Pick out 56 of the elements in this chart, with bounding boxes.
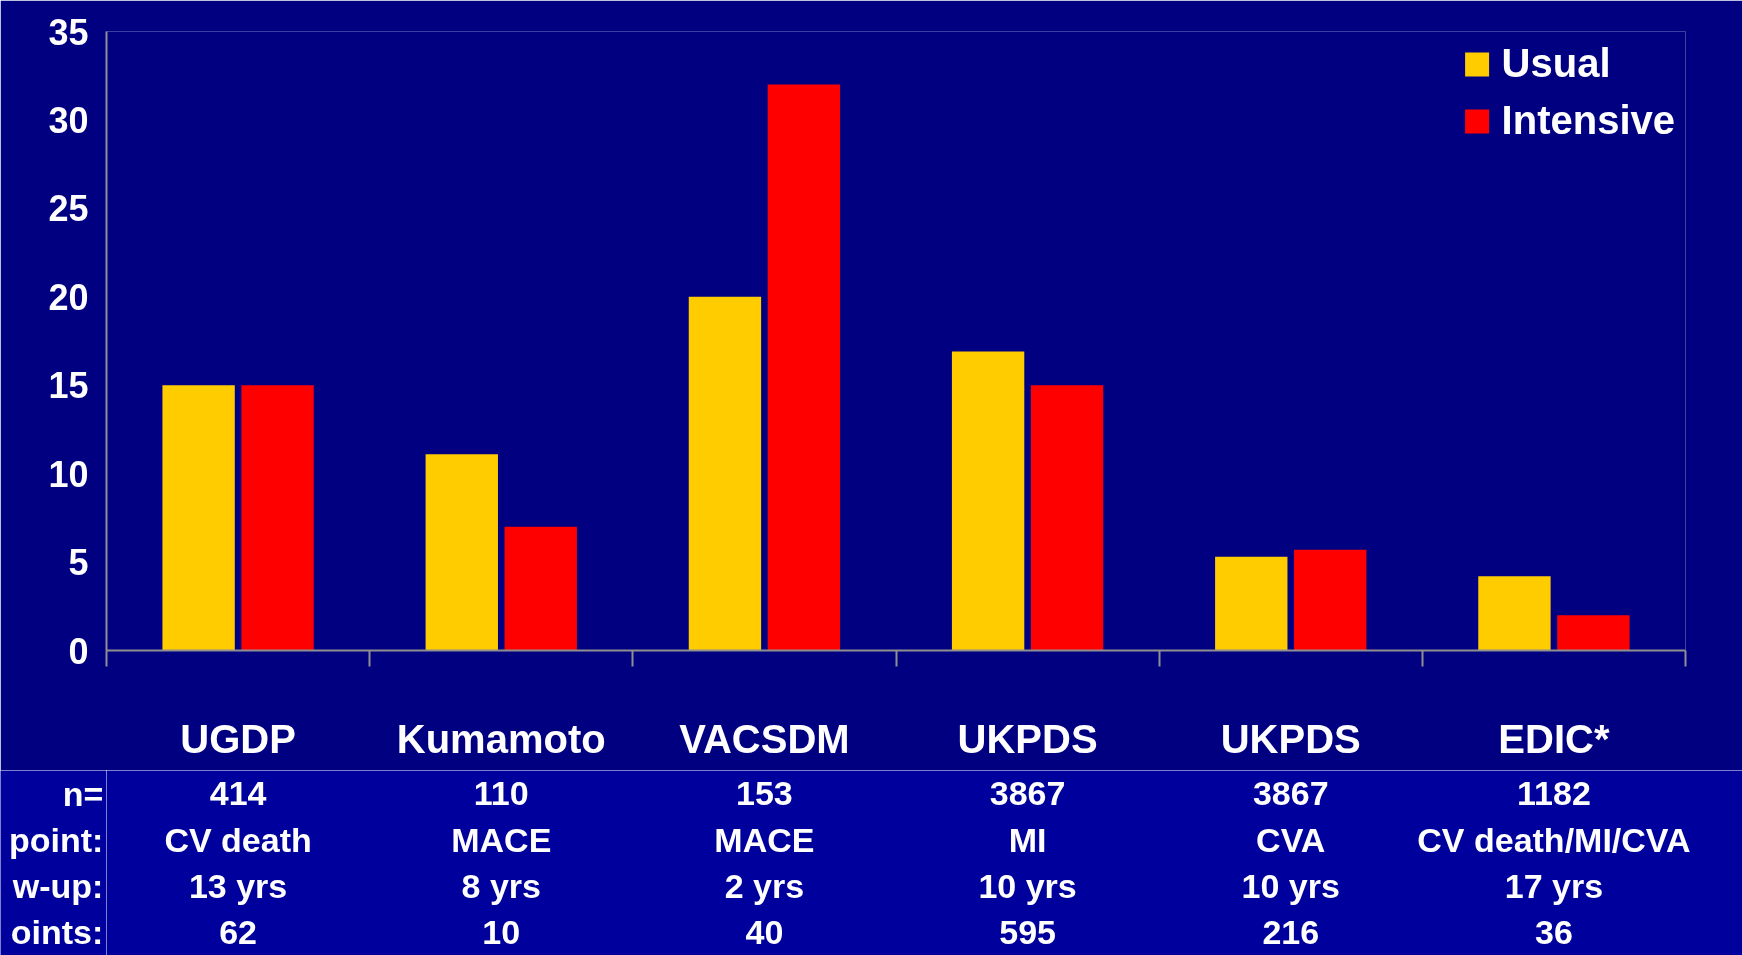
text: 10 yrs (1241, 867, 1340, 906)
y-tick-label: 10 (48, 453, 89, 495)
text: CVA (1256, 820, 1326, 859)
text: point: (8, 820, 104, 859)
text: MI (1008, 820, 1047, 859)
legend-label: Usual (1501, 41, 1611, 86)
text: n= (62, 774, 104, 813)
text: 3867 (989, 774, 1066, 813)
y-tick-label: 15 (48, 365, 89, 407)
x-tick-label: UGDP (180, 716, 296, 761)
bar (1294, 549, 1367, 651)
bar (1557, 615, 1630, 651)
y-tick-label: 0 (68, 630, 89, 672)
bar (1030, 385, 1104, 651)
text: CV death/MI/CVA (1417, 820, 1691, 859)
bar (504, 526, 577, 651)
text: 153 (736, 774, 793, 813)
y-tick-label: 20 (48, 276, 89, 318)
bar (951, 351, 1025, 651)
text: 216 (1262, 912, 1320, 951)
y-tick-label: 25 (48, 188, 89, 230)
text: CV death (164, 820, 312, 859)
text: 62 (219, 912, 257, 951)
bar (1478, 576, 1551, 651)
text: w-up: (11, 867, 104, 906)
bar (1215, 556, 1288, 651)
text: 595 (999, 912, 1056, 951)
legend-label: Intensive (1501, 98, 1675, 143)
text: 17 yrs (1504, 867, 1604, 906)
text: MACE (714, 820, 815, 859)
x-tick-label: Kumamoto (396, 716, 606, 761)
x-tick-label: UKPDS (1220, 716, 1361, 761)
text: 10 yrs (978, 867, 1077, 906)
x-tick-label: UKPDS (957, 716, 1098, 761)
y-tick-label: 30 (48, 99, 89, 141)
bar (241, 385, 314, 651)
y-tick-label: 35 (48, 11, 89, 53)
text: 13 yrs (188, 867, 288, 906)
bar (425, 454, 498, 651)
text: 110 (473, 774, 529, 813)
x-tick-label: VACSDM (679, 716, 850, 761)
text: oints: (10, 913, 104, 952)
text: 8 yrs (461, 867, 541, 906)
text: 414 (209, 774, 267, 813)
text: 36 (1535, 912, 1573, 951)
text: 1182 (1517, 774, 1591, 813)
y-tick-label: 5 (68, 542, 89, 584)
bar (162, 385, 235, 651)
text: 10 (482, 912, 521, 951)
text: MACE (451, 820, 552, 859)
text: 3867 (1252, 774, 1329, 813)
x-tick-label: EDIC* (1498, 716, 1610, 761)
text: 40 (745, 912, 784, 951)
bar (767, 84, 841, 651)
text: 2 yrs (724, 867, 805, 906)
bar (688, 296, 762, 651)
